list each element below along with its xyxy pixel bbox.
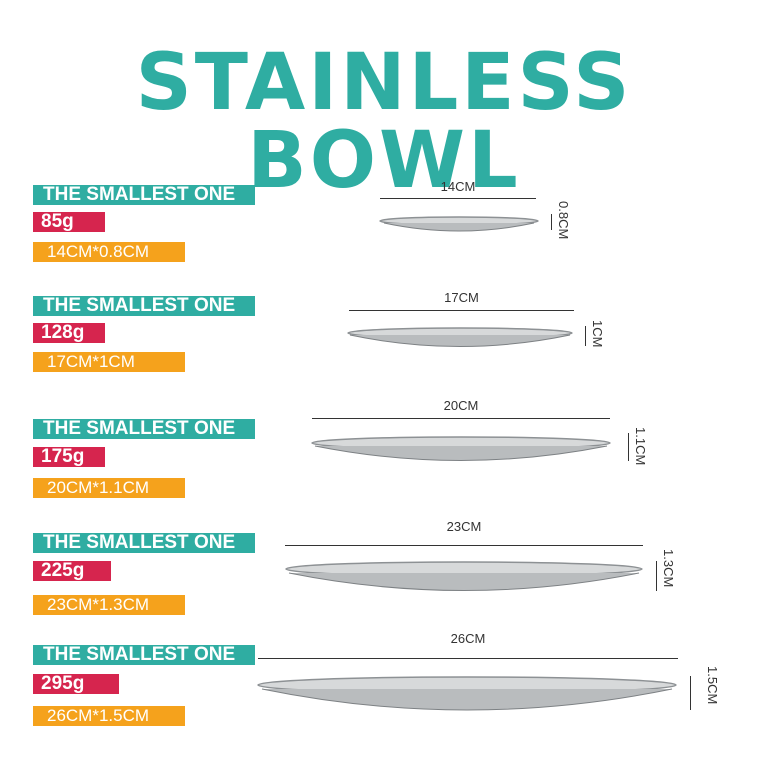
diameter-label: 17CM	[444, 290, 479, 305]
dimensions-badge: 20CM*1.1CM	[33, 478, 185, 498]
weight-badge: 128g	[33, 323, 105, 343]
page-title: STAINLESS BOWL	[135, 38, 633, 206]
dimensions-badge: 26CM*1.5CM	[33, 706, 185, 726]
height-line	[656, 561, 657, 591]
diameter-line	[312, 418, 610, 419]
product-row: THE SMALLEST ONE 128g 17CM*1CM 17CM 1CM	[0, 290, 768, 404]
height-line	[585, 326, 586, 346]
product-row: THE SMALLEST ONE 225g 23CM*1.3CM 23CM 1.…	[0, 519, 768, 641]
size-name-label: THE SMALLEST ONE	[33, 296, 255, 316]
dimensions-badge: 23CM*1.3CM	[33, 595, 185, 615]
diameter-line	[285, 545, 643, 546]
height-line	[690, 676, 691, 710]
diameter-label: 23CM	[446, 519, 482, 534]
weight-badge: 175g	[33, 447, 105, 467]
size-name-label: THE SMALLEST ONE	[33, 185, 255, 205]
height-label: 0.8CM	[556, 201, 571, 240]
plate-image	[285, 561, 643, 591]
diameter-label: 14CM	[440, 179, 476, 194]
size-name-label: THE SMALLEST ONE	[33, 533, 255, 553]
weight-badge: 225g	[33, 561, 111, 581]
size-name-label: THE SMALLEST ONE	[33, 419, 255, 439]
plate-image	[257, 676, 677, 711]
size-name-label: THE SMALLEST ONE	[33, 645, 255, 665]
product-row: THE SMALLEST ONE 295g 26CM*1.5CM 26CM 1.…	[0, 631, 768, 752]
product-row: THE SMALLEST ONE 85g 14CM*0.8CM 14CM 0.8…	[0, 179, 768, 293]
diameter-label: 26CM	[450, 631, 486, 646]
height-line	[551, 214, 552, 230]
diameter-line	[258, 658, 678, 659]
weight-badge: 295g	[33, 674, 119, 694]
plate-image	[379, 216, 539, 232]
dimensions-badge: 17CM*1CM	[33, 352, 185, 372]
height-label: 1.1CM	[633, 427, 648, 466]
dimensions-badge: 14CM*0.8CM	[33, 242, 185, 262]
height-line	[628, 433, 629, 461]
weight-badge: 85g	[33, 212, 105, 232]
diameter-label: 20CM	[443, 398, 479, 413]
plate-image	[347, 327, 573, 347]
product-row: THE SMALLEST ONE 175g 20CM*1.1CM 20CM 1.…	[0, 398, 768, 527]
height-label: 1.3CM	[661, 549, 676, 588]
plate-image	[311, 436, 611, 461]
diameter-line	[380, 198, 536, 199]
height-label: 1.5CM	[705, 666, 720, 705]
diameter-line	[349, 310, 574, 311]
height-label: 1CM	[590, 320, 605, 348]
